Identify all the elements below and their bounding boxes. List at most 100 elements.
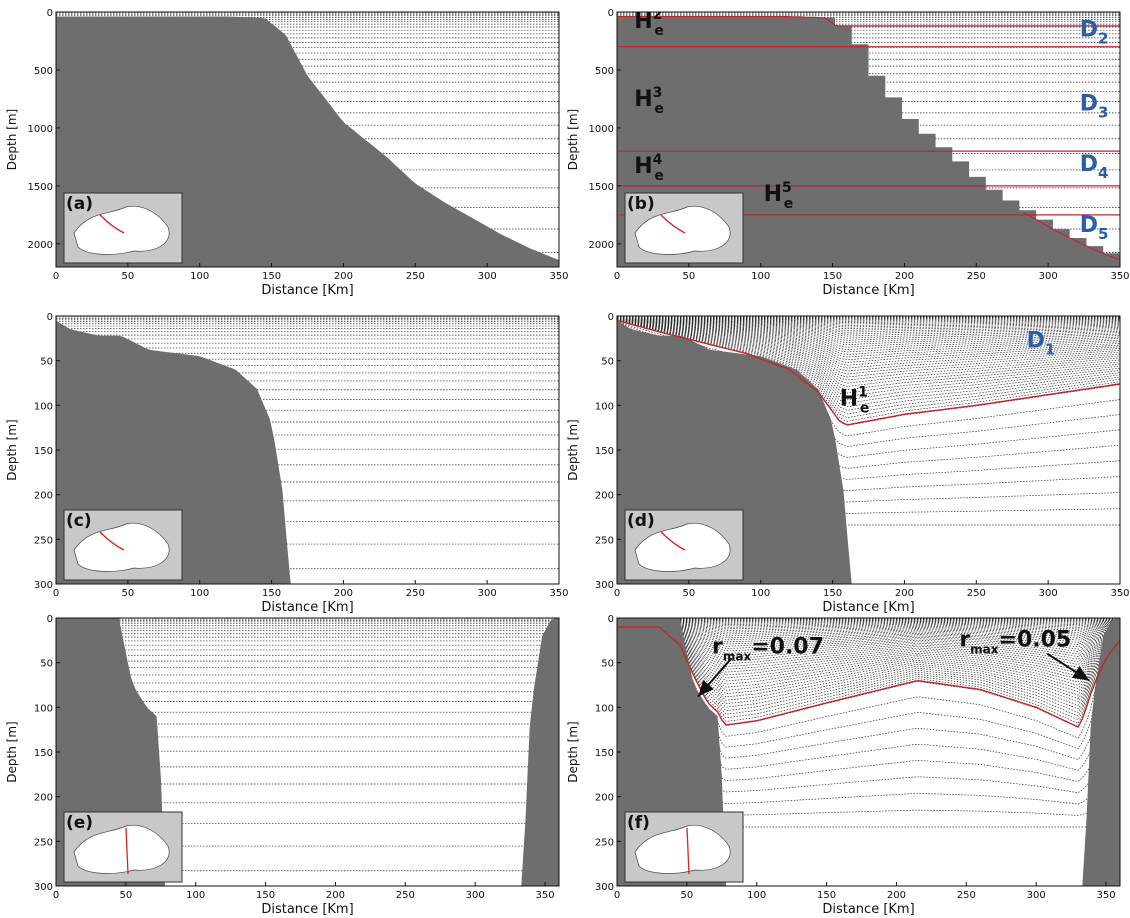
y-tick-label: 50 [601, 357, 614, 368]
x-tick-label: 300 [1039, 588, 1058, 599]
y-tick-label: 0 [47, 312, 53, 323]
s-level-line [617, 622, 1120, 680]
arrow-head [698, 679, 714, 697]
y-tick-label: 500 [595, 66, 614, 77]
panel-c: (c) 0 50 100 150 200 250 300 350 0 50 100 150 200 250 3… [5, 312, 569, 615]
plot-frame [616, 11, 1121, 268]
panel-a: (a) 0 50 100 150 200 250 300 350 0 500 1000 1500 2000… [5, 8, 569, 298]
x-tick-label: 200 [895, 271, 914, 282]
s-level-line [617, 620, 1120, 657]
x-tick-label: 250 [406, 588, 425, 599]
y-tick-label: 1000 [28, 124, 53, 135]
x-tick-label: 350 [549, 588, 568, 599]
x-tick-label: 0 [53, 271, 59, 282]
s-level-line [617, 317, 1120, 350]
inset-map-sea [73, 522, 170, 572]
plot-area: (c) [56, 316, 559, 584]
x-tick-label: 350 [535, 890, 554, 901]
x-axis-label: Distance [Km] [261, 283, 353, 298]
panel-annotation: H2 e [634, 7, 664, 39]
x-axis-label: Distance [Km] [261, 902, 353, 917]
y-tick-label: 2000 [28, 240, 53, 251]
y-tick-label: 0 [47, 614, 53, 625]
x-axis-label: Distance [Km] [261, 600, 353, 615]
y-axis-label: Depth [m] [566, 721, 580, 782]
x-tick-label: 200 [895, 588, 914, 599]
s-level-line [617, 317, 1120, 369]
x-tick-label: 0 [614, 588, 620, 599]
panel-annotation: D4 [1080, 152, 1109, 182]
y-tick-label: 100 [34, 703, 53, 714]
y-tick-label: 200 [595, 491, 614, 502]
x-tick-label: 300 [1039, 271, 1058, 282]
panel-annotation: H5 e [764, 180, 794, 212]
x-tick-label: 250 [967, 271, 986, 282]
inset-map: (b) [624, 192, 744, 264]
inset-map-section-line [660, 214, 686, 234]
x-tick-label: 0 [53, 588, 59, 599]
x-tick-label: 250 [406, 271, 425, 282]
y-tick-label: 200 [34, 491, 53, 502]
s-level-line [617, 318, 1120, 394]
s-level-line [617, 620, 1120, 652]
y-tick-label: 150 [595, 446, 614, 457]
s-level-line [617, 319, 1120, 418]
s-level-line [617, 621, 1120, 665]
s-level-line [617, 318, 1120, 384]
y-tick-label: 100 [34, 401, 53, 412]
panel-annotation: rmax=0.05 [959, 628, 1071, 657]
envelope-line [617, 319, 1120, 426]
s-level-line [617, 321, 1120, 458]
x-tick-label: 250 [967, 588, 986, 599]
s-level-line [617, 316, 1120, 339]
y-tick-label: 300 [34, 882, 53, 893]
x-tick-label: 0 [53, 890, 59, 901]
s-level-line [617, 621, 1120, 671]
inset-map: (a) [63, 192, 183, 264]
s-level-line [617, 620, 1120, 648]
panel-annotation: H1 e [840, 384, 870, 416]
s-level-line [617, 625, 1120, 710]
s-level-line [617, 632, 1120, 805]
s-level-line [617, 621, 1120, 668]
inset-map-section-line [686, 827, 690, 875]
s-level-line [617, 628, 1120, 750]
x-tick-label: 350 [1110, 588, 1129, 599]
s-level-line [617, 317, 1120, 366]
s-level-line [617, 316, 1120, 341]
s-level-line [617, 619, 1120, 637]
s-level-line [617, 622, 1120, 683]
y-tick-label: 1000 [589, 124, 614, 135]
inset-map-sea [73, 824, 170, 874]
s-level-line [617, 623, 1120, 686]
panel-label: (a) [66, 194, 93, 214]
s-level-line [617, 624, 1120, 699]
x-tick-label: 200 [887, 890, 906, 901]
inset-map: (d) [624, 509, 744, 581]
panel-annotation: H3 e [634, 85, 664, 117]
s-level-line [617, 319, 1120, 411]
s-level-line [617, 621, 1120, 663]
plot-area: rmax=0.07 rmax=0.05 (f) [617, 618, 1120, 886]
s-level-line [617, 317, 1120, 361]
plot-area: D1 H1 e (d) [617, 316, 1120, 584]
inset-map-section-line [125, 827, 129, 875]
x-tick-label: 250 [957, 890, 976, 901]
arrow-head [1072, 666, 1090, 681]
x-tick-label: 100 [751, 271, 770, 282]
s-level-line [617, 319, 1120, 401]
y-tick-label: 250 [595, 837, 614, 848]
x-tick-label: 350 [1096, 890, 1115, 901]
x-tick-label: 250 [396, 890, 415, 901]
x-axis-label: Distance [Km] [822, 283, 914, 298]
y-axis-label: Depth [m] [5, 109, 19, 170]
s-level-line [617, 317, 1120, 363]
x-tick-label: 100 [190, 588, 209, 599]
s-level-line [617, 317, 1120, 355]
x-tick-label: 300 [478, 271, 497, 282]
x-tick-label: 50 [119, 890, 132, 901]
s-level-line [617, 624, 1120, 703]
x-tick-label: 300 [466, 890, 485, 901]
inset-map-section-line [660, 531, 686, 551]
